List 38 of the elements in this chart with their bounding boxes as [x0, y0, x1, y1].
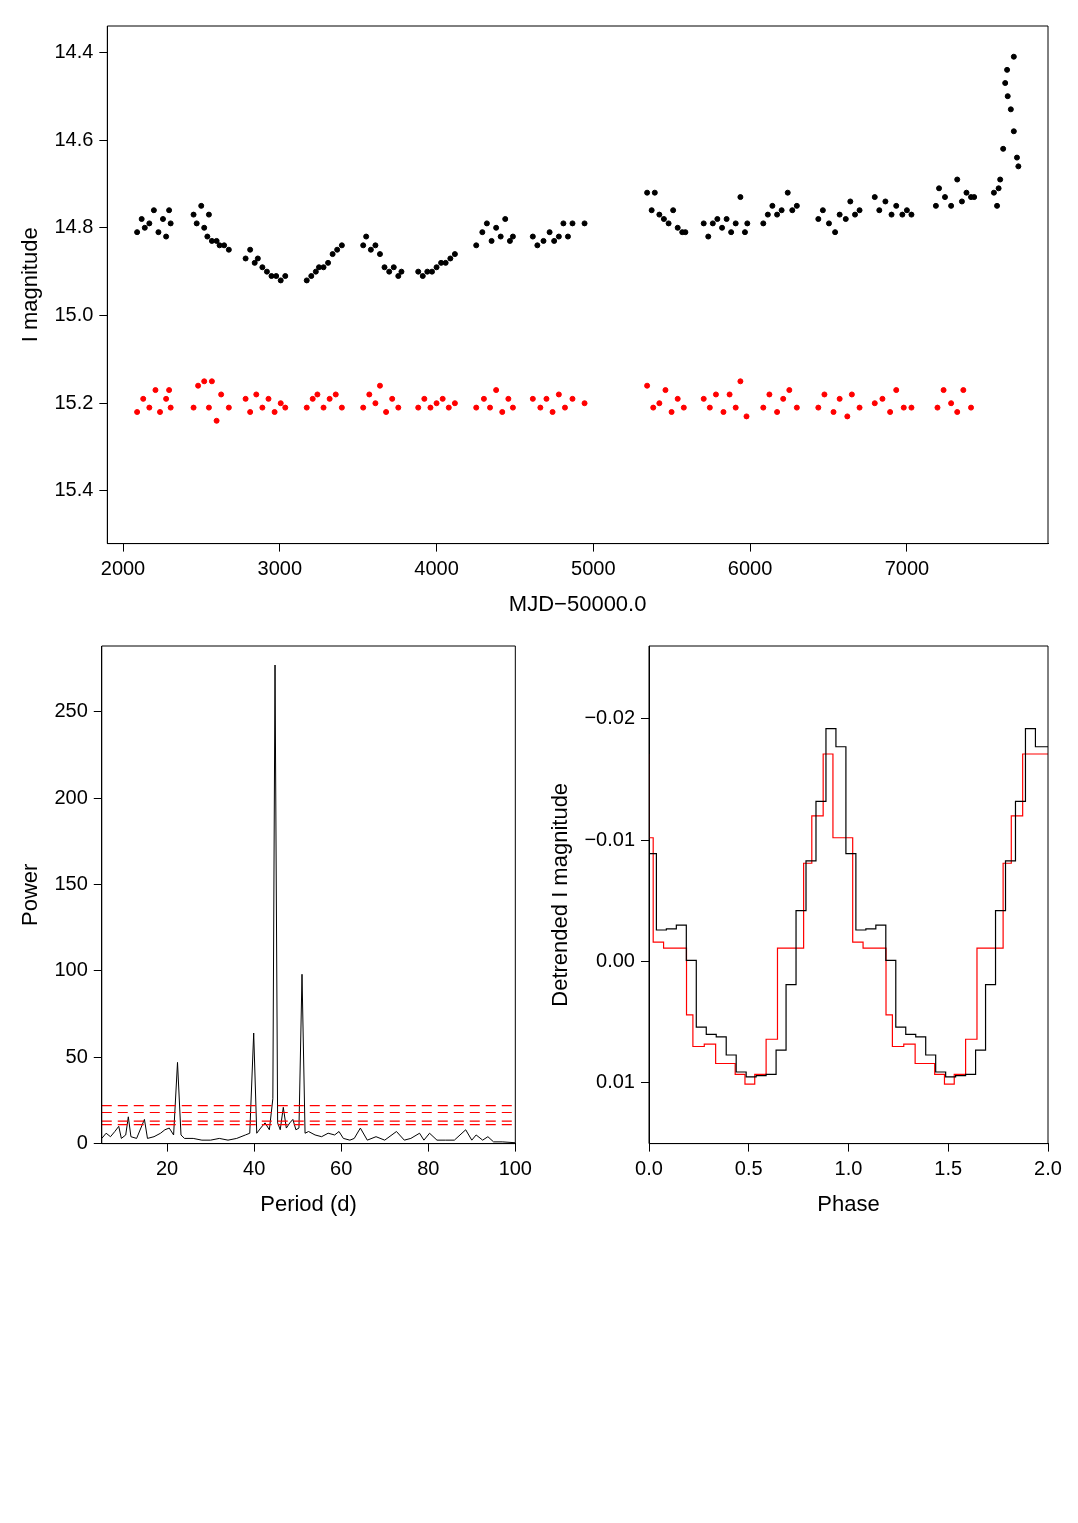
- x-tick-label: 5000: [571, 557, 616, 580]
- x-tick-label: 2000: [100, 557, 146, 580]
- x-tick-label: 100: [498, 1157, 532, 1180]
- y-axis-title: Power: [17, 863, 43, 926]
- x-tick-label: 80: [417, 1157, 440, 1180]
- y-tick-label: 15.2: [54, 390, 94, 413]
- x-tick-label: 6000: [727, 557, 773, 580]
- y-tick-label: 50: [65, 1044, 88, 1067]
- y-tick-label: 0.01: [596, 1070, 636, 1093]
- x-tick-label: 4000: [414, 557, 459, 580]
- x-tick-label: 60: [330, 1157, 353, 1180]
- y-axis-title: I magnitude: [17, 227, 43, 343]
- y-tick-label: 14.8: [54, 215, 94, 238]
- y-tick-label: 200: [54, 785, 88, 808]
- x-tick-label: 40: [243, 1157, 266, 1180]
- y-tick-label: −0.02: [584, 706, 636, 729]
- x-tick-label: 1.5: [934, 1157, 963, 1180]
- x-axis-title: Phase: [817, 1190, 880, 1216]
- y-tick-label: 250: [54, 699, 88, 722]
- x-axis-title: MJD−50000.0: [508, 590, 647, 616]
- x-tick-label: 3000: [257, 557, 303, 580]
- y-axis-title: Detrended I magnitude: [547, 782, 573, 1007]
- y-tick-label: −0.01: [584, 827, 636, 850]
- x-tick-label: 0.5: [734, 1157, 763, 1180]
- y-tick-label: 100: [54, 958, 88, 981]
- x-tick-label: 0.0: [635, 1157, 663, 1180]
- y-tick-label: 14.4: [54, 39, 94, 62]
- x-tick-label: 20: [155, 1157, 179, 1180]
- y-tick-label: 15.4: [54, 478, 94, 501]
- y-tick-label: 14.6: [54, 127, 94, 150]
- x-axis-title: Period (d): [260, 1190, 357, 1216]
- y-tick-label: 0.00: [596, 949, 636, 972]
- y-tick-label: 15.0: [54, 303, 94, 326]
- y-tick-label: 0: [76, 1131, 88, 1154]
- y-tick-label: 150: [54, 871, 88, 894]
- x-tick-label: 2.0: [1034, 1157, 1062, 1180]
- x-tick-label: 7000: [884, 557, 930, 580]
- x-tick-label: 1.0: [834, 1157, 863, 1180]
